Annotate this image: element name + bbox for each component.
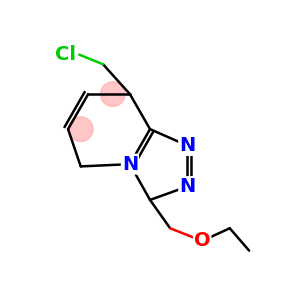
Text: Cl: Cl bbox=[55, 45, 76, 64]
Circle shape bbox=[100, 82, 125, 106]
Text: N: N bbox=[179, 136, 195, 155]
Circle shape bbox=[68, 117, 93, 141]
Text: O: O bbox=[194, 231, 211, 250]
Text: N: N bbox=[122, 155, 138, 174]
Text: N: N bbox=[179, 177, 195, 196]
